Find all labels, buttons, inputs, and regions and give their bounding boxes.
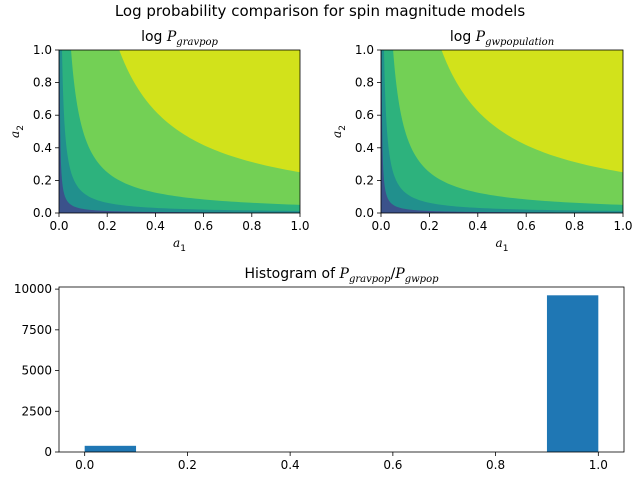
y-tick-label: 0.6 (355, 108, 374, 122)
y-tick-label: 0.8 (355, 76, 374, 90)
y-tick-label: 7500 (21, 323, 52, 337)
axes-frame (380, 49, 624, 214)
contour-region (59, 50, 300, 213)
x-tick-label: 0.6 (194, 219, 213, 233)
histogram-panel: 0.0 0.2 0.4 0.6 0.8 1.0 0 2500 5000 7500 10000 Hist… (14, 266, 625, 472)
x-tick-label: 0.8 (242, 219, 261, 233)
panel-title: log Pgravpop (141, 29, 218, 48)
x-tick-label: 0.0 (371, 219, 390, 233)
y-tick-label: 5000 (21, 364, 52, 378)
x-tick-label: 0.0 (49, 219, 68, 233)
y-tick-label: 10000 (14, 282, 52, 296)
contour-region (381, 50, 623, 213)
panel-title: log Pgwpopulation (450, 29, 554, 48)
x-tick-label: 0.4 (281, 458, 300, 472)
y-tick-label: 0.2 (355, 173, 374, 187)
x-tick-label: 0.0 (75, 458, 94, 472)
x-tick-label: 0.2 (420, 219, 439, 233)
x-tick-label: 0.8 (486, 458, 505, 472)
x-tick-label: 1.0 (290, 219, 309, 233)
x-tick-label: 0.4 (468, 219, 487, 233)
figure-suptitle: Log probability comparison for spin magn… (115, 2, 525, 20)
axes-frame (58, 286, 625, 453)
axes-frame (58, 49, 301, 214)
y-tick-label: 0.4 (355, 141, 374, 155)
y-tick-label: 0.8 (33, 76, 52, 90)
panel-title: Histogram of Pgravpop/Pgwpop (244, 266, 439, 285)
y-tick-label: 0.0 (33, 206, 52, 220)
y-tick-label: 0.2 (33, 173, 52, 187)
y-tick-label: 1.0 (33, 43, 52, 57)
heatmap-panel-gwpopulation: 0.0 0.2 0.4 0.6 0.8 1.0 0.0 0.2 0.4 0.6 0.8 1.0 log … (330, 29, 633, 254)
y-tick-label: 2500 (21, 404, 52, 418)
y-tick-label: 0.4 (33, 141, 52, 155)
y-tick-label: 0.0 (355, 206, 374, 220)
x-tick-label: 0.2 (178, 458, 197, 472)
x-tick-label: 1.0 (613, 219, 632, 233)
histogram-bar (84, 445, 137, 452)
contour-area (59, 50, 300, 213)
x-tick-label: 0.4 (146, 219, 165, 233)
heatmap-panel-gravpop: 0.0 0.2 0.4 0.6 0.8 1.0 0.0 0.2 0.4 0.6 0.8 1.0 log … (8, 29, 310, 254)
x-axis-label: a1 (496, 236, 509, 254)
x-tick-label: 0.6 (383, 458, 402, 472)
x-tick-label: 0.8 (565, 219, 584, 233)
y-axis-label: a2 (8, 125, 26, 138)
x-axis-label: a1 (173, 236, 186, 254)
contour-region (59, 50, 300, 213)
x-tick-label: 0.2 (98, 219, 117, 233)
y-tick-label: 0 (44, 445, 52, 459)
contour-area (381, 50, 623, 213)
y-tick-label: 1.0 (355, 43, 374, 57)
x-tick-label: 0.6 (517, 219, 536, 233)
y-tick-label: 0.6 (33, 108, 52, 122)
contour-region (381, 50, 623, 213)
x-tick-label: 1.0 (589, 458, 608, 472)
histogram-bar (546, 295, 599, 452)
y-axis-label: a2 (330, 125, 348, 138)
